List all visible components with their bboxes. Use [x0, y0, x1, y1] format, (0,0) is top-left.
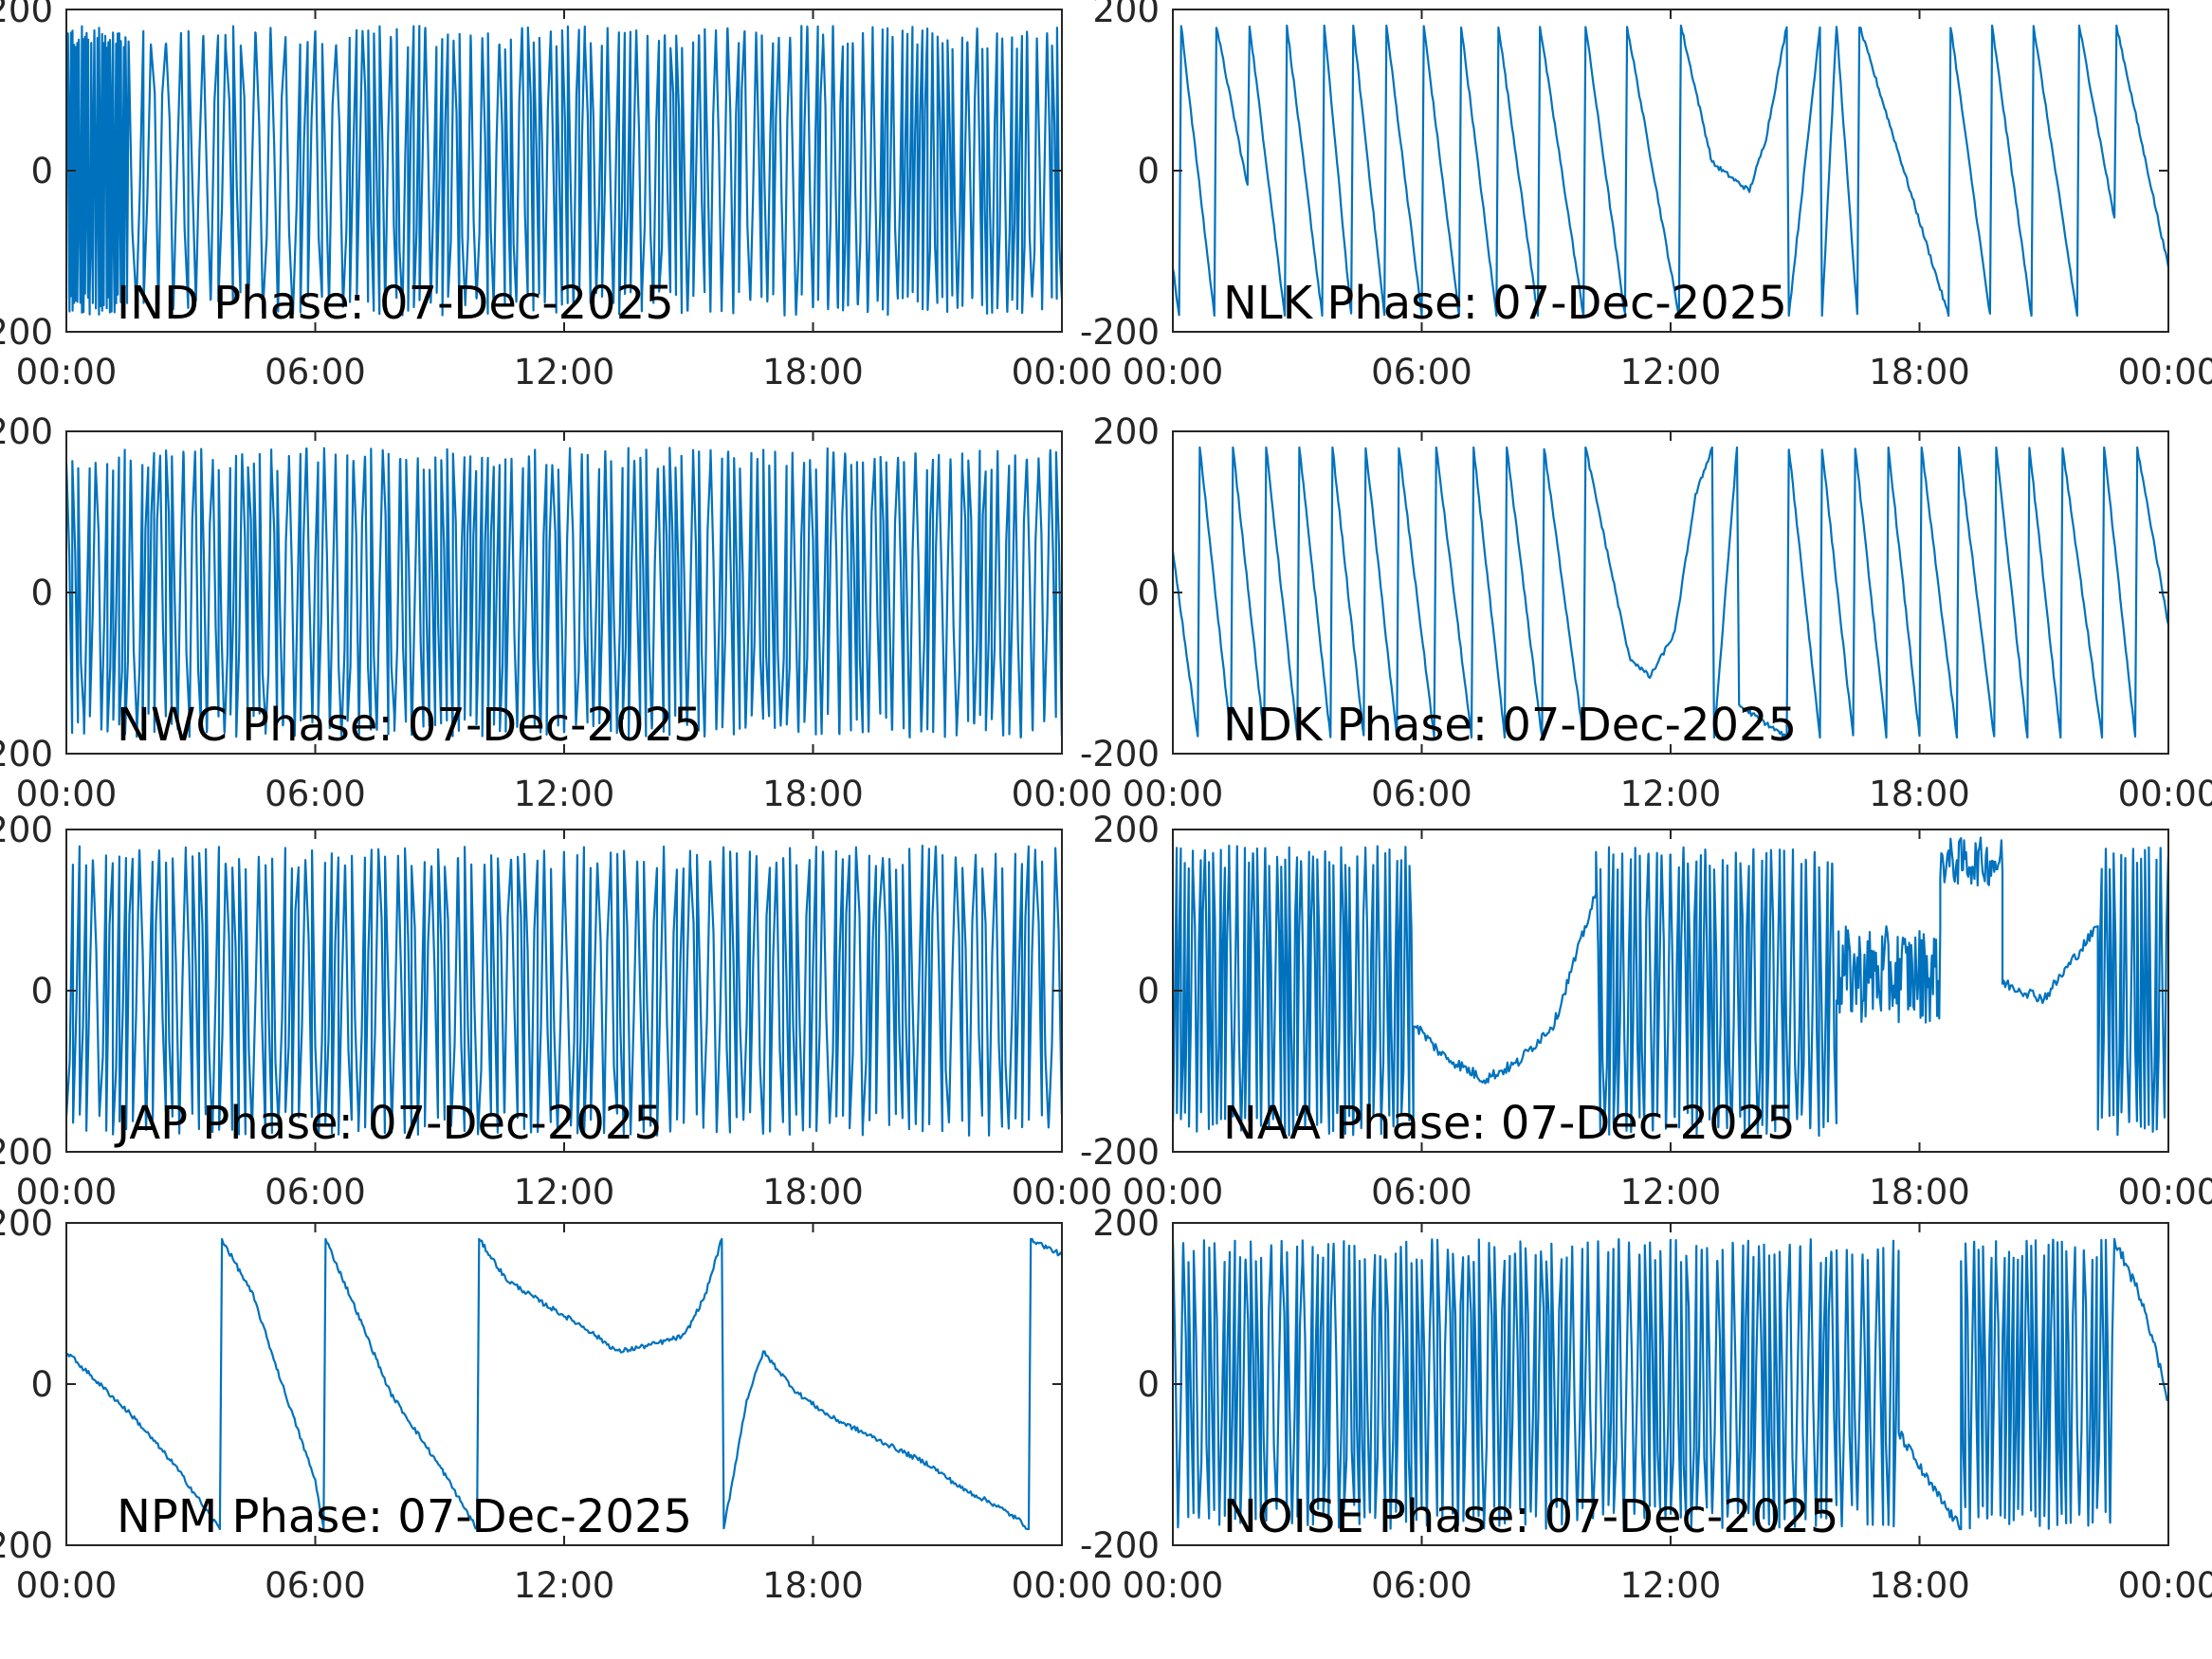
y-tick-label: 0: [1137, 971, 1160, 1012]
y-tick-label: 200: [1092, 1203, 1160, 1244]
y-tick-label: -200: [0, 312, 53, 353]
y-tick-label: 0: [30, 971, 53, 1012]
y-tick-label: 200: [1092, 0, 1160, 30]
x-tick-label: 06:00: [265, 774, 366, 814]
x-tick-label: 00:00: [2118, 1172, 2212, 1212]
x-tick-label: 12:00: [514, 352, 615, 392]
x-tick-label: 12:00: [1620, 774, 1722, 814]
x-tick-label: 06:00: [265, 1565, 366, 1606]
x-tick-label: 06:00: [1371, 1172, 1472, 1212]
y-tick-label: -200: [1080, 1525, 1160, 1566]
series-line: [1172, 1237, 2169, 1531]
x-tick-label: 06:00: [265, 1172, 366, 1212]
x-tick-label: 00:00: [16, 774, 118, 814]
x-tick-label: 18:00: [1869, 1565, 1970, 1606]
y-tick-label: 0: [30, 1364, 53, 1405]
x-tick-label: 00:00: [16, 1172, 118, 1212]
x-tick-label: 00:00: [1123, 1565, 1224, 1606]
x-tick-label: 00:00: [1012, 352, 1113, 392]
x-tick-label: 18:00: [762, 774, 864, 814]
x-tick-label: 00:00: [16, 352, 118, 392]
subplot-title: NDK Phase: 07-Dec-2025: [1223, 699, 1797, 752]
series-line: [1171, 24, 2170, 318]
x-tick-label: 12:00: [514, 774, 615, 814]
subplot-title: NLK Phase: 07-Dec-2025: [1223, 277, 1787, 330]
y-tick-label: 0: [1137, 573, 1160, 613]
y-tick-label: 200: [1092, 810, 1160, 850]
y-tick-label: 200: [0, 810, 53, 850]
subplot-title: IND Phase: 07-Dec-2025: [117, 277, 674, 330]
x-tick-label: 00:00: [1123, 774, 1224, 814]
y-tick-label: -200: [1080, 312, 1160, 353]
x-tick-label: 18:00: [1869, 352, 1970, 392]
y-tick-label: 200: [0, 411, 53, 452]
subplot-title: JAP Phase: 07-Dec-2025: [114, 1097, 663, 1150]
x-tick-label: 00:00: [16, 1565, 118, 1606]
x-tick-label: 06:00: [1371, 1565, 1472, 1606]
x-tick-label: 00:00: [2118, 774, 2212, 814]
x-tick-label: 18:00: [762, 1172, 864, 1212]
x-tick-label: 06:00: [1371, 774, 1472, 814]
x-tick-label: 06:00: [1371, 352, 1472, 392]
x-tick-label: 18:00: [762, 352, 864, 392]
x-tick-label: 12:00: [514, 1565, 615, 1606]
y-tick-label: 200: [1092, 411, 1160, 452]
x-tick-label: 00:00: [1012, 1565, 1113, 1606]
y-tick-label: 200: [0, 1203, 53, 1244]
subplot-title: NWC Phase: 07-Dec-2025: [117, 699, 703, 752]
y-tick-label: 0: [30, 151, 53, 191]
x-tick-label: 00:00: [1123, 352, 1224, 392]
series-line: [65, 447, 1063, 739]
x-tick-label: 00:00: [1012, 1172, 1113, 1212]
x-tick-label: 00:00: [2118, 1565, 2212, 1606]
x-tick-label: 12:00: [514, 1172, 615, 1212]
x-tick-label: 12:00: [1620, 1565, 1722, 1606]
series-line: [65, 845, 1063, 1137]
series-line: [1172, 836, 2169, 1138]
x-tick-label: 18:00: [1869, 1172, 1970, 1212]
y-tick-label: 0: [1137, 1364, 1160, 1405]
y-tick-label: -200: [0, 1132, 53, 1173]
y-tick-label: 0: [1137, 151, 1160, 191]
x-tick-label: 00:00: [1012, 774, 1113, 814]
subplot-title: NOISE Phase: 07-Dec-2025: [1223, 1490, 1838, 1543]
y-tick-label: -200: [0, 1525, 53, 1566]
y-tick-label: -200: [1080, 1132, 1160, 1173]
x-tick-label: 18:00: [1869, 774, 1970, 814]
subplot-title: NAA Phase: 07-Dec-2025: [1223, 1097, 1796, 1150]
subplot-title: NPM Phase: 07-Dec-2025: [117, 1490, 692, 1543]
y-tick-label: -200: [1080, 734, 1160, 775]
x-tick-label: 00:00: [1123, 1172, 1224, 1212]
x-tick-label: 12:00: [1620, 1172, 1722, 1212]
x-tick-label: 18:00: [762, 1565, 864, 1606]
y-tick-label: 0: [30, 573, 53, 613]
x-tick-label: 00:00: [2118, 352, 2212, 392]
y-tick-label: -200: [0, 734, 53, 775]
series-line: [65, 1237, 1063, 1531]
x-tick-label: 06:00: [265, 352, 366, 392]
series-line: [1171, 446, 2170, 739]
y-tick-label: 200: [0, 0, 53, 30]
x-tick-label: 12:00: [1620, 352, 1722, 392]
series-line: [64, 25, 1063, 317]
